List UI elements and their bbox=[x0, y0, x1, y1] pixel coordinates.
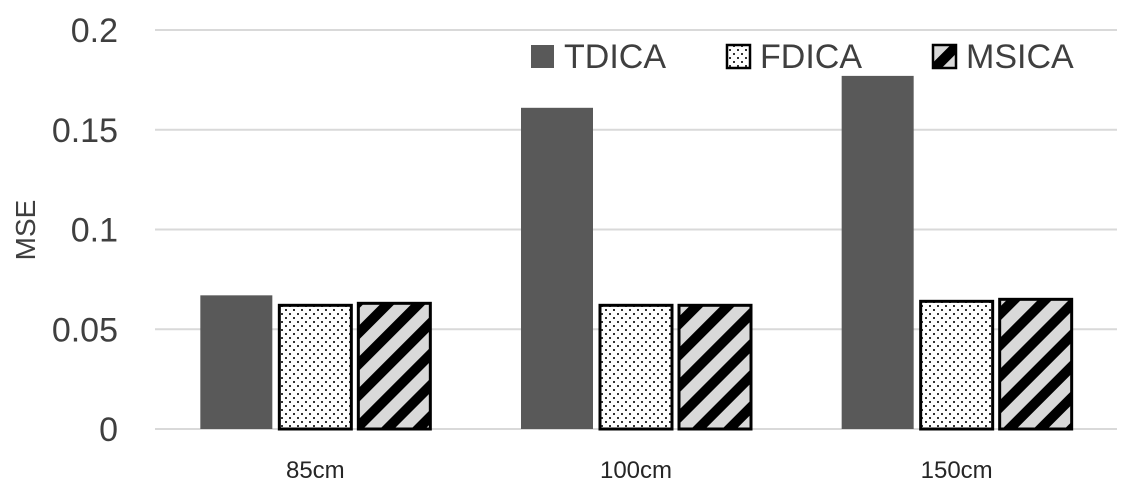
bar-fdica-150cm bbox=[919, 299, 995, 431]
legend-swatch-fdica bbox=[725, 43, 752, 70]
bar-msica-150cm bbox=[998, 297, 1074, 431]
x-tick-label: 100cm bbox=[600, 457, 672, 484]
legend-swatch-msica bbox=[931, 43, 958, 70]
legend-label-fdica: FDICA bbox=[760, 38, 862, 76]
bar-tdica-100cm bbox=[521, 107, 593, 430]
y-axis-ticks: 0 0.05 0.1 0.15 0.2 bbox=[52, 12, 118, 449]
y-tick-label: 0.1 bbox=[71, 212, 118, 250]
bar-msica-85cm bbox=[356, 301, 432, 431]
bar-fdica-85cm bbox=[277, 303, 353, 431]
bar-msica-100cm bbox=[677, 303, 753, 431]
legend-swatch-tdica bbox=[531, 45, 554, 68]
y-tick-label: 0.2 bbox=[71, 12, 118, 50]
y-tick-label: 0 bbox=[99, 411, 118, 449]
y-tick-label: 0.15 bbox=[52, 112, 118, 150]
x-tick-label: 85cm bbox=[286, 457, 345, 484]
y-tick-label: 0.05 bbox=[52, 311, 118, 349]
legend-label-tdica: TDICA bbox=[564, 38, 666, 76]
legend: TDICA FDICA MSICA bbox=[531, 38, 1074, 76]
bar-tdica-150cm bbox=[841, 75, 914, 429]
legend-label-msica: MSICA bbox=[966, 38, 1074, 76]
y-axis-label: MSE bbox=[10, 200, 41, 261]
bar-fdica-100cm bbox=[598, 303, 674, 431]
bar-tdica-85cm bbox=[200, 295, 273, 429]
x-axis-ticks: 85cm 100cm 150cm bbox=[286, 457, 993, 484]
x-tick-label: 150cm bbox=[921, 457, 993, 484]
bars bbox=[200, 75, 1074, 431]
